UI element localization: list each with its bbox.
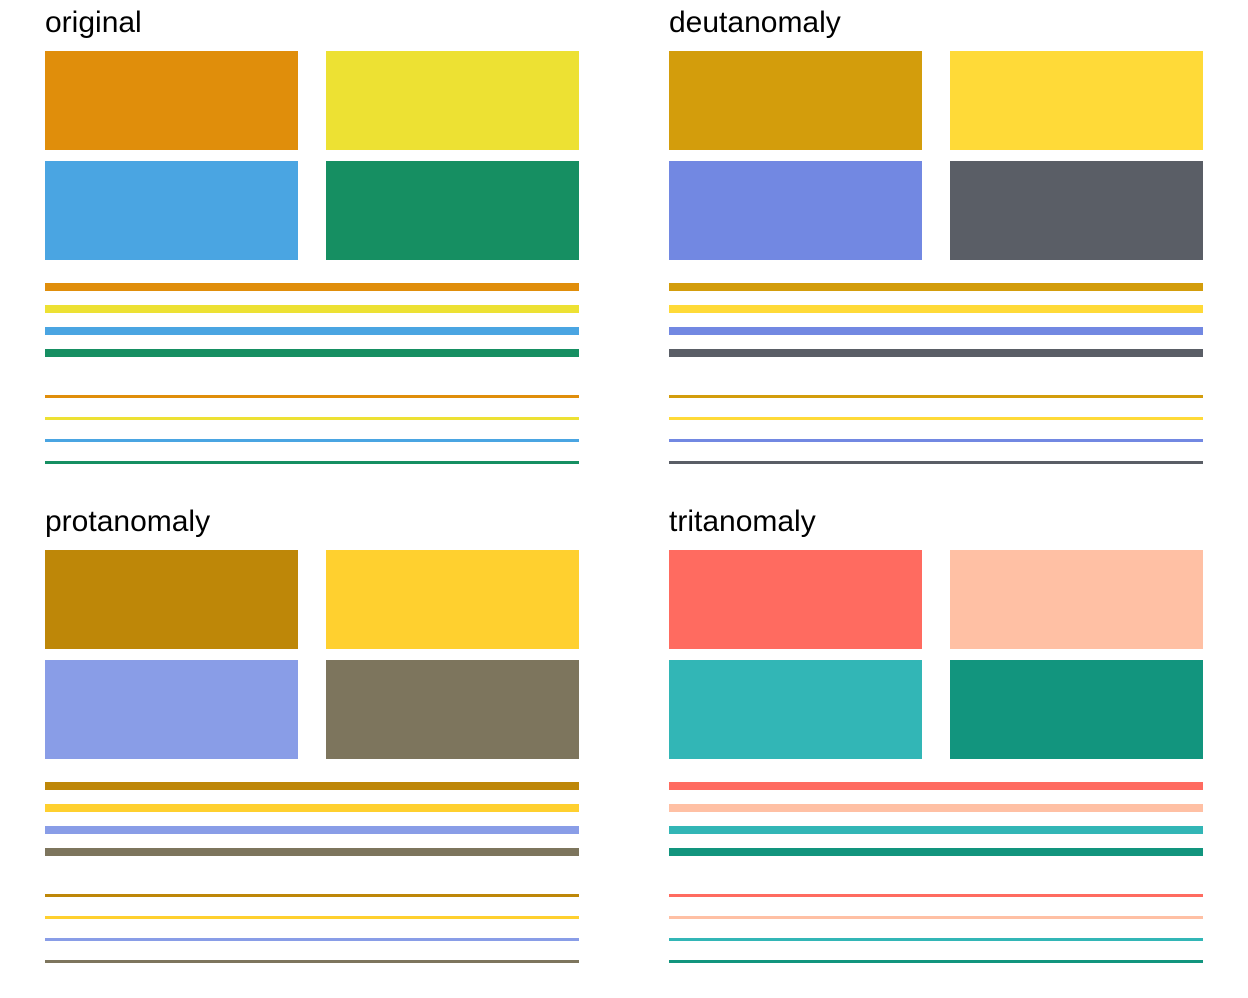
thick-line xyxy=(45,782,579,790)
thin-line xyxy=(45,417,579,420)
thick-line xyxy=(45,804,579,812)
color-swatch xyxy=(950,51,1203,150)
color-swatch xyxy=(669,660,922,759)
color-swatch xyxy=(950,660,1203,759)
thick-line xyxy=(45,826,579,834)
thin-line xyxy=(669,439,1203,442)
panel-title: tritanomaly xyxy=(669,505,816,538)
thin-line xyxy=(45,439,579,442)
color-swatch xyxy=(669,161,922,260)
thick-line xyxy=(669,283,1203,291)
thin-line xyxy=(45,461,579,464)
color-swatch xyxy=(45,161,298,260)
thin-line xyxy=(669,395,1203,398)
panel-protanomaly: protanomaly xyxy=(45,503,579,973)
thin-line xyxy=(45,938,579,941)
thick-line xyxy=(669,782,1203,790)
color-swatch xyxy=(45,550,298,649)
thick-line xyxy=(45,349,579,357)
thick-line xyxy=(669,349,1203,357)
panel-title: original xyxy=(45,6,142,39)
color-swatch xyxy=(326,51,579,150)
color-swatch xyxy=(950,161,1203,260)
panel-tritanomaly: tritanomaly xyxy=(669,503,1203,973)
thick-line xyxy=(669,826,1203,834)
thin-line xyxy=(669,916,1203,919)
thin-line xyxy=(669,461,1203,464)
thick-line xyxy=(669,804,1203,812)
color-swatch xyxy=(326,550,579,649)
color-swatch xyxy=(326,161,579,260)
thick-line xyxy=(45,848,579,856)
thin-line xyxy=(45,894,579,897)
thin-line xyxy=(45,395,579,398)
color-swatch xyxy=(45,660,298,759)
thick-line xyxy=(669,848,1203,856)
color-swatch xyxy=(45,51,298,150)
thin-line xyxy=(669,894,1203,897)
color-swatch xyxy=(669,51,922,150)
thin-line xyxy=(669,417,1203,420)
panel-deutanomaly: deutanomaly xyxy=(669,4,1203,474)
thick-line xyxy=(669,305,1203,313)
thick-line xyxy=(45,305,579,313)
thin-line xyxy=(45,916,579,919)
thick-line xyxy=(45,283,579,291)
thin-line xyxy=(669,960,1203,963)
panel-title: protanomaly xyxy=(45,505,211,538)
color-swatch xyxy=(669,550,922,649)
color-swatch xyxy=(950,550,1203,649)
thin-line xyxy=(45,960,579,963)
thick-line xyxy=(45,327,579,335)
thin-line xyxy=(669,938,1203,941)
thick-line xyxy=(669,327,1203,335)
panel-title: deutanomaly xyxy=(669,6,841,39)
color-swatch xyxy=(326,660,579,759)
panel-original: original xyxy=(45,4,579,474)
